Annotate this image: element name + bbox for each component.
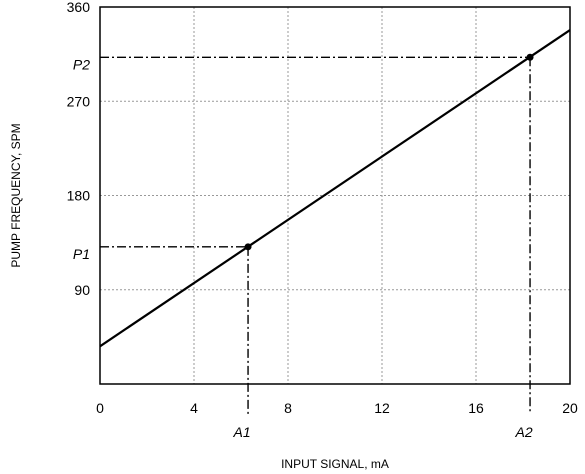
- y-axis-title: PUMP FREQUENCY, SPM: [9, 123, 23, 267]
- x-tick-labels: 0 4 8 12 16 20: [96, 400, 578, 416]
- y-marker-label: P1: [73, 246, 90, 262]
- x-tick-label: 12: [374, 400, 390, 416]
- x-tick-label: 4: [190, 400, 198, 416]
- x-axis-title: INPUT SIGNAL, mA: [281, 457, 389, 471]
- x-marker-label: A2: [514, 424, 532, 440]
- grid-lines: [100, 7, 570, 384]
- marker-labels: P1 A1 P2 A2: [73, 56, 533, 440]
- x-tick-label: 20: [562, 400, 578, 416]
- x-tick-label: 8: [284, 400, 292, 416]
- y-tick-label: 270: [67, 93, 91, 109]
- x-tick-label: 16: [468, 400, 484, 416]
- y-tick-label: 180: [67, 188, 91, 204]
- data-point: [244, 243, 252, 251]
- y-tick-label: 360: [67, 0, 91, 15]
- series-layer: [99, 29, 571, 348]
- point-layer: [244, 53, 534, 251]
- y-tick-label: 90: [74, 282, 90, 298]
- y-tick-labels: 90 180 270 360: [67, 0, 91, 298]
- x-marker-label: A1: [232, 424, 250, 440]
- series-line: [99, 29, 571, 348]
- plot-frame: [99, 6, 571, 385]
- data-point: [526, 53, 534, 61]
- x-tick-label: 0: [96, 400, 104, 416]
- guide-lines: [100, 56, 531, 414]
- y-marker-label: P2: [73, 56, 90, 72]
